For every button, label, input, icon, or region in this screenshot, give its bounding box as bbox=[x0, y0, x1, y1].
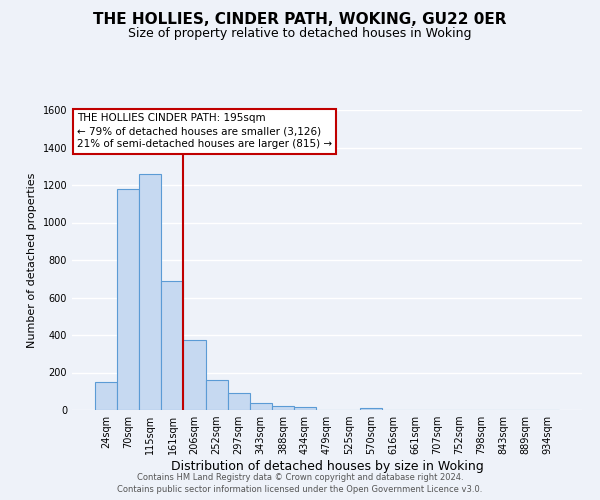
Text: Contains public sector information licensed under the Open Government Licence v3: Contains public sector information licen… bbox=[118, 485, 482, 494]
Bar bbox=[95, 382, 117, 410]
Text: THE HOLLIES CINDER PATH: 195sqm
← 79% of detached houses are smaller (3,126)
21%: THE HOLLIES CINDER PATH: 195sqm ← 79% of… bbox=[77, 113, 332, 150]
Bar bbox=[360, 408, 382, 410]
Bar bbox=[184, 340, 206, 410]
X-axis label: Distribution of detached houses by size in Woking: Distribution of detached houses by size … bbox=[170, 460, 484, 473]
Text: THE HOLLIES, CINDER PATH, WOKING, GU22 0ER: THE HOLLIES, CINDER PATH, WOKING, GU22 0… bbox=[93, 12, 507, 28]
Bar bbox=[161, 280, 184, 410]
Y-axis label: Number of detached properties: Number of detached properties bbox=[27, 172, 37, 348]
Bar bbox=[272, 406, 294, 410]
Bar bbox=[294, 407, 316, 410]
Bar bbox=[250, 404, 272, 410]
Bar bbox=[227, 393, 250, 410]
Bar bbox=[139, 174, 161, 410]
Text: Contains HM Land Registry data © Crown copyright and database right 2024.: Contains HM Land Registry data © Crown c… bbox=[137, 472, 463, 482]
Bar bbox=[206, 380, 227, 410]
Text: Size of property relative to detached houses in Woking: Size of property relative to detached ho… bbox=[128, 28, 472, 40]
Bar bbox=[117, 188, 139, 410]
